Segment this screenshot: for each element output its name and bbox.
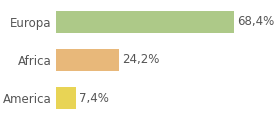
Text: 7,4%: 7,4% <box>79 92 109 105</box>
Bar <box>56 11 234 33</box>
Text: 24,2%: 24,2% <box>122 54 160 66</box>
Text: 68,4%: 68,4% <box>237 15 274 28</box>
Bar <box>56 49 119 71</box>
Bar <box>56 87 76 109</box>
